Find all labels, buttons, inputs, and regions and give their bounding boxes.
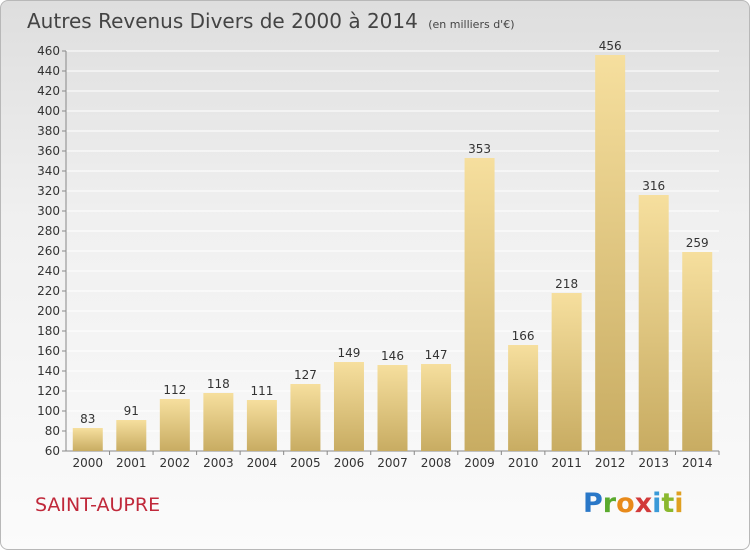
commune-name: SAINT-AUPRE: [35, 494, 161, 516]
x-tick-label: 2012: [595, 456, 626, 470]
data-label: 127: [294, 368, 317, 382]
x-tick-label: 2013: [638, 456, 669, 470]
bar-2010: [508, 345, 539, 451]
y-tick-label: 400: [37, 104, 60, 118]
x-tick-label: 2002: [160, 456, 191, 470]
y-tick-label: 360: [37, 144, 60, 158]
y-tick-label: 260: [37, 244, 60, 258]
y-tick-label: 280: [37, 224, 60, 238]
x-tick-label: 2001: [116, 456, 147, 470]
chart-title: Autres Revenus Divers de 2000 à 2014 (en…: [27, 9, 515, 33]
bars: [72, 55, 713, 451]
data-label: 456: [599, 39, 622, 53]
y-tick-label: 180: [37, 324, 60, 338]
y-tick-label: 80: [45, 424, 60, 438]
y-tick-label: 240: [37, 264, 60, 278]
data-label: 91: [124, 404, 139, 418]
data-label: 149: [338, 346, 361, 360]
x-tick-label: 2007: [377, 456, 408, 470]
y-tick-label: 460: [37, 44, 60, 58]
bar-2000: [72, 428, 103, 451]
logo-letter: r: [602, 488, 617, 519]
y-tick-label: 320: [37, 184, 60, 198]
y-tick-label: 220: [37, 284, 60, 298]
x-tick-label: 2010: [508, 456, 539, 470]
y-tick-label: 200: [37, 304, 60, 318]
data-label: 166: [512, 329, 535, 343]
bar-2006: [333, 362, 364, 451]
y-tick-label: 420: [37, 84, 60, 98]
x-tick-label: 2003: [203, 456, 234, 470]
y-tick-label: 340: [37, 164, 60, 178]
bar-2007: [377, 365, 408, 451]
data-label: 147: [425, 348, 448, 362]
data-label: 316: [642, 179, 665, 193]
logo-letter: t: [661, 488, 675, 519]
bar-2004: [246, 400, 277, 451]
data-label: 112: [163, 383, 186, 397]
logo-letter: i: [674, 488, 684, 519]
x-tick-label: 2009: [464, 456, 495, 470]
y-tick-label: 160: [37, 344, 60, 358]
bar-2009: [464, 158, 495, 451]
bar-2002: [159, 399, 190, 451]
x-tick-label: 2008: [421, 456, 452, 470]
logo-letter: o: [616, 488, 635, 519]
y-tick-label: 300: [37, 204, 60, 218]
bar-2012: [595, 55, 626, 451]
x-tick-label: 2004: [247, 456, 278, 470]
chart-title-text: Autres Revenus Divers de 2000 à 2014: [27, 9, 418, 33]
data-label: 259: [686, 236, 709, 250]
labels: 60 80 100 120 140 160 180 200 220 240 260 280 300 320…: [37, 39, 712, 470]
x-tick-label: 2005: [290, 456, 321, 470]
bar-2005: [290, 384, 321, 451]
logo-letter: x: [634, 488, 653, 519]
bar-2011: [551, 293, 582, 451]
data-label: 353: [468, 142, 491, 156]
x-tick-label: 2011: [551, 456, 582, 470]
chart-subtitle: (en milliers d'€): [428, 18, 515, 31]
y-tick-label: 440: [37, 64, 60, 78]
bar-2013: [638, 195, 669, 451]
data-label: 83: [80, 412, 95, 426]
data-label: 111: [250, 384, 273, 398]
x-tick-label: 2014: [682, 456, 713, 470]
bar-2008: [421, 364, 452, 451]
bar-2003: [203, 393, 234, 451]
proxiti-logo: Proxiti: [583, 488, 684, 519]
y-tick-label: 100: [37, 404, 60, 418]
y-tick-label: 380: [37, 124, 60, 138]
bar-2014: [682, 252, 713, 451]
data-label: 146: [381, 349, 404, 363]
bar-2001: [116, 420, 147, 451]
logo-letter: P: [583, 488, 603, 519]
y-tick-label: 60: [45, 444, 60, 458]
x-tick-label: 2006: [334, 456, 365, 470]
y-tick-label: 120: [37, 384, 60, 398]
data-label: 218: [555, 277, 578, 291]
logo-letter: i: [652, 488, 662, 519]
y-tick-label: 140: [37, 364, 60, 378]
x-tick-label: 2000: [72, 456, 103, 470]
data-label: 118: [207, 377, 230, 391]
